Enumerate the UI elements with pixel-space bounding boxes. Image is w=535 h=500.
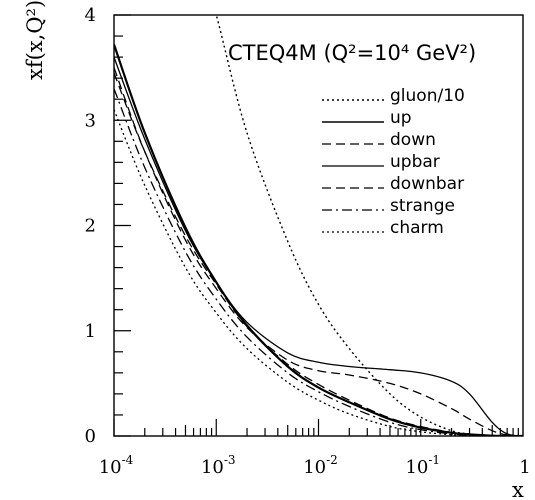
legend-label: down xyxy=(390,130,436,150)
chart-title: CTEQ4M (Q²=10⁴ GeV²) xyxy=(228,41,476,65)
legend-label: upbar xyxy=(390,152,440,172)
y-tick-label: 2 xyxy=(85,216,96,237)
series-line-upbar xyxy=(114,56,523,436)
series-lines xyxy=(114,15,523,436)
series-line-strange xyxy=(114,88,523,436)
y-axis-label: xf(x,Q²) xyxy=(23,0,47,80)
legend-label: charm xyxy=(390,218,444,238)
x-tick-label: 1 xyxy=(519,457,530,478)
x-tick-label: 10-4 xyxy=(99,453,134,478)
y-tick-label: 3 xyxy=(85,110,96,131)
x-axis-ticks: 10-4 10-3 10-2 10-1 1 xyxy=(99,419,531,478)
legend-label: downbar xyxy=(390,174,464,194)
x-tick-label: 10-3 xyxy=(201,453,236,478)
y-tick-label: 4 xyxy=(85,5,96,26)
legend-label: strange xyxy=(390,196,455,216)
x-tick-label: 10-2 xyxy=(303,453,338,478)
y-tick-label: 0 xyxy=(85,426,96,447)
y-tick-label: 1 xyxy=(85,321,96,342)
series-line-gluon-10 xyxy=(215,15,523,436)
y-axis-ticks: 0 1 2 3 4 xyxy=(85,5,131,447)
legend-label: gluon/10 xyxy=(390,86,465,106)
plot-frame xyxy=(113,14,524,437)
series-line-downbar xyxy=(114,72,523,436)
x-tick-label: 10-1 xyxy=(405,453,440,478)
x-axis-label: x xyxy=(512,478,524,500)
series-line-down xyxy=(114,67,523,436)
legend-label: up xyxy=(390,108,412,128)
